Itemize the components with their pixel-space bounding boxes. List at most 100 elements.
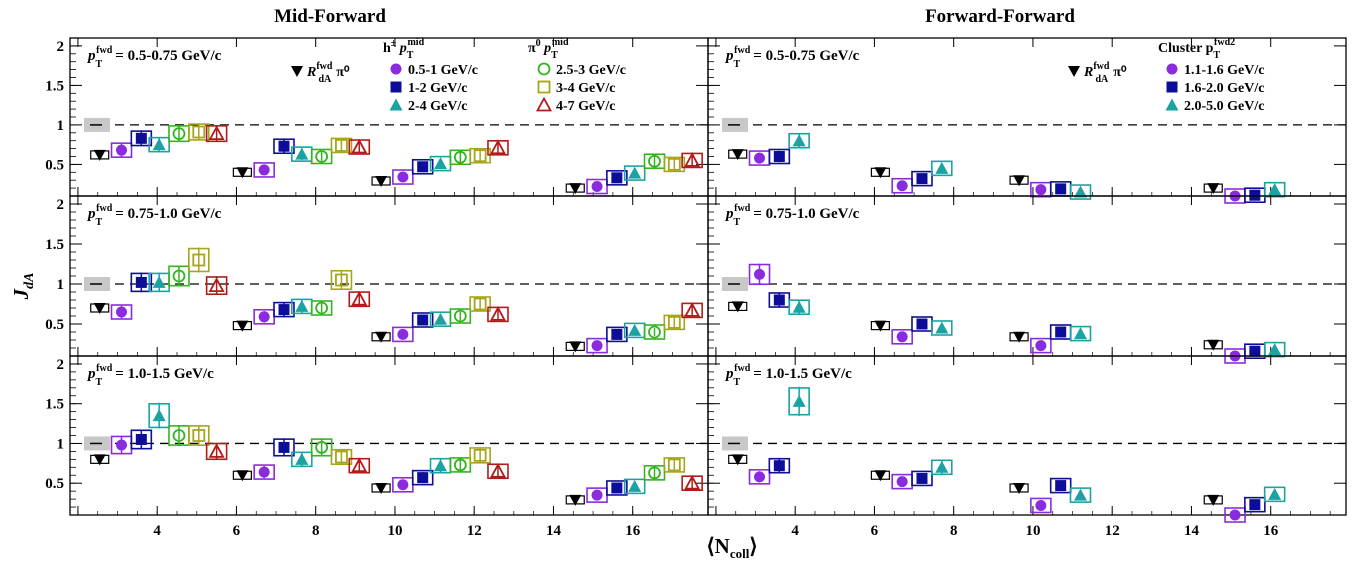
data-marker (1268, 343, 1282, 356)
data-marker (397, 328, 409, 340)
legend-marker (537, 62, 551, 76)
syst-box (663, 457, 686, 473)
pt-range-label: pTfwd = 0.5-0.75 GeV/c (724, 45, 860, 70)
rda-pi0-marker (874, 470, 887, 482)
data-marker (351, 290, 368, 306)
rda-legend-marker (1068, 66, 1080, 77)
legend-label: 2.5-3 GeV/c (556, 63, 626, 78)
data-marker (192, 125, 206, 139)
y-tick-label: 1 (57, 277, 65, 293)
data-marker (792, 394, 806, 407)
data-marker (792, 300, 806, 313)
y-tick-label: 1.5 (45, 397, 64, 413)
x-tick-label: 14 (546, 523, 562, 539)
legend-label: 1.1-1.6 GeV/c (1184, 63, 1264, 78)
y-axis-label: JdA (9, 273, 37, 301)
panel-mid-row1: 0.5 1 1.5 2 pTfwd = 0.5-0.75 GeV/c (45, 37, 709, 197)
syst-box (449, 308, 472, 324)
data-marker (896, 180, 908, 192)
rda-legend-marker (291, 66, 303, 77)
data-marker (152, 275, 166, 288)
legend-pi0-1: 2.5-3 GeV/c (537, 62, 626, 78)
legend-rda-fwd: Rfwd dA π⁰ (1068, 61, 1127, 85)
x-tick-label: 16 (1263, 523, 1279, 539)
legend-marker (390, 81, 402, 93)
panel-fwd-row2: pTfwd = 0.75-1.0 GeV/c (707, 195, 1347, 364)
data-marker (295, 452, 309, 465)
data-marker (489, 462, 506, 478)
rda-pi0-marker (1207, 494, 1220, 506)
y-tick-label: 1.5 (45, 78, 64, 94)
data-marker (1249, 345, 1261, 357)
syst-box (931, 160, 953, 177)
legend-header-cluster: Cluster pTfwd2 (1158, 37, 1235, 61)
rda-pi0-marker (375, 175, 388, 187)
legend-hadron-2: 1-2 GeV/c (390, 81, 467, 96)
syst-box (1069, 325, 1092, 342)
syst-box (411, 158, 434, 175)
data-marker (684, 152, 701, 167)
data-marker (135, 276, 147, 288)
y-tick-label: 0.5 (45, 317, 64, 333)
legend-marker (389, 98, 403, 111)
syst-box (110, 142, 133, 158)
right-column-title: Forward-Forward (925, 6, 1075, 27)
y-tick-label: 1 (57, 436, 65, 452)
y-tick-label: 1.5 (45, 237, 64, 253)
panel-fwd-row1: pTfwd = 0.5-0.75 GeV/c (707, 37, 1347, 204)
data-marker (397, 479, 409, 491)
data-marker (1055, 326, 1067, 338)
data-marker (315, 441, 329, 454)
pt-range-label: pTfwd = 0.5-0.75 GeV/c (86, 45, 222, 70)
data-marker (453, 150, 467, 164)
legend-header-hadron: h± pTmid (383, 37, 425, 61)
data-marker (628, 166, 642, 179)
syst-box (788, 299, 810, 316)
syst-box (310, 148, 333, 165)
syst-box (411, 312, 434, 328)
x-tick-label: 12 (467, 523, 482, 539)
syst-box (411, 469, 434, 486)
rda-pi0-marker (731, 301, 744, 313)
syst-box (663, 156, 686, 173)
pt-range-label: pTfwd = 1.0-1.5 GeV/c (86, 363, 214, 388)
data-marker (935, 321, 949, 334)
legend-header-pi0: π0 pTmid (528, 37, 569, 61)
rda-pi0-marker (731, 149, 744, 161)
data-marker (172, 127, 186, 140)
data-marker (397, 171, 409, 183)
data-marker (1229, 509, 1241, 521)
data-marker (1268, 487, 1282, 500)
panel-mid-row2: 0.5 1 1.5 2 pTfwd = 0.75-1.0 GeV/c (45, 195, 709, 357)
syst-box (273, 301, 295, 318)
rda-pi0-marker (236, 167, 249, 179)
rda-legend-label: Rfwd dA π⁰ (1083, 61, 1127, 85)
syst-box (931, 320, 953, 336)
syst-box (1244, 496, 1266, 513)
panel-mid-row3: 0.5 1 1.5 2 pTfwd = 1.0-1.5 GeV/c 4 6 8 10 12 14 16 (45, 355, 709, 539)
left-column-title: Mid-Forward (274, 6, 386, 27)
rda-pi0-marker (236, 320, 249, 332)
data-marker (116, 144, 128, 156)
rda-pi0-marker (1207, 339, 1220, 351)
data-marker (684, 474, 701, 490)
data-marker (684, 302, 701, 317)
data-marker (916, 318, 928, 330)
syst-box (1069, 487, 1092, 503)
pt-range-label: pTfwd = 0.75-1.0 GeV/c (86, 203, 222, 228)
data-marker (192, 253, 206, 267)
legend-marker (1166, 81, 1178, 93)
pt-range-label: pTfwd = 1.0-1.5 GeV/c (724, 363, 852, 388)
data-marker (152, 409, 166, 422)
data-marker (611, 328, 623, 340)
x-tick-label: 4 (791, 523, 799, 539)
syst-box (748, 469, 771, 485)
data-marker (591, 489, 603, 501)
data-marker (453, 458, 467, 472)
data-marker (773, 294, 785, 306)
data-marker (916, 472, 928, 484)
syst-box (1263, 181, 1286, 198)
panel-fwd-row3: pTfwd = 1.0-1.5 GeV/c 4 6 8 10 12 14 16 (707, 355, 1347, 539)
syst-box (1030, 497, 1052, 514)
